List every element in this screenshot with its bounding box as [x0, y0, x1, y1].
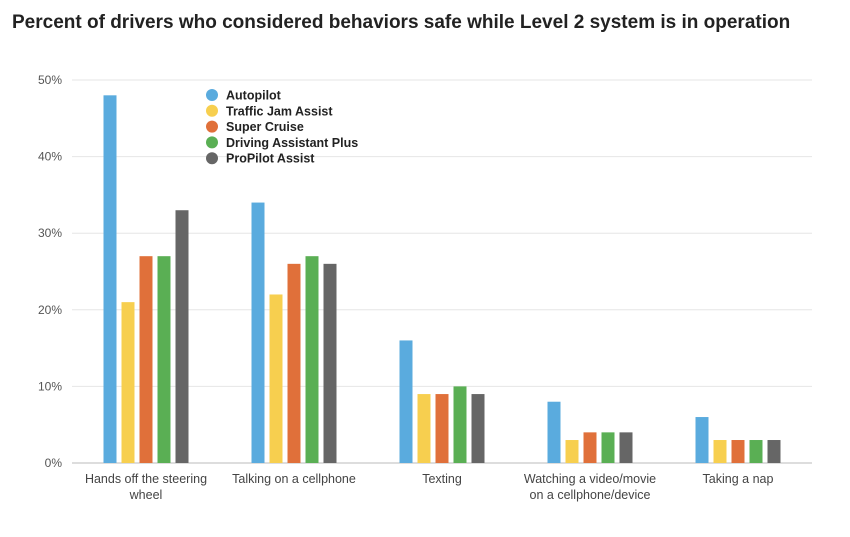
- chart-title: Percent of drivers who considered behavi…: [12, 12, 791, 33]
- bar-propilot-assist: [767, 440, 781, 463]
- y-tick-label: 0%: [45, 456, 63, 470]
- bar-super-cruise: [583, 432, 597, 463]
- bar-super-cruise: [731, 440, 745, 463]
- bar-super-cruise: [435, 394, 449, 463]
- y-tick-label: 40%: [38, 150, 62, 164]
- bar-propilot-assist: [619, 432, 633, 463]
- x-category-label: Taking a nap: [703, 472, 774, 486]
- x-category-label: Watching a video/movie: [524, 472, 656, 486]
- legend-marker: [206, 152, 218, 165]
- x-category-label: Talking on a cellphone: [232, 472, 356, 486]
- bar-traffic-jam-assist: [713, 440, 727, 463]
- bar-traffic-jam-assist: [121, 302, 135, 463]
- legend-marker: [206, 104, 218, 117]
- y-tick-label: 50%: [38, 73, 62, 87]
- bar-autopilot: [399, 340, 413, 463]
- bar-driving-assistant-plus: [453, 386, 467, 463]
- bar-traffic-jam-assist: [269, 294, 283, 463]
- bar-super-cruise: [287, 263, 301, 463]
- legend-label: Driving Assistant Plus: [226, 136, 358, 150]
- y-tick-label: 20%: [38, 303, 62, 317]
- bar-propilot-assist: [175, 210, 189, 463]
- y-tick-label: 30%: [38, 226, 62, 240]
- x-axis: Hands off the steering wheel Talking on a …: [85, 472, 774, 502]
- x-category-label: wheel: [129, 488, 163, 502]
- bar-autopilot: [251, 202, 265, 463]
- bar-driving-assistant-plus: [157, 256, 171, 463]
- legend-marker: [206, 89, 218, 101]
- legend-marker: [206, 120, 218, 133]
- legend-label: Autopilot: [226, 89, 282, 103]
- bar-driving-assistant-plus: [601, 432, 615, 463]
- legend-marker: [206, 136, 218, 149]
- legend-label: ProPilot Assist: [226, 152, 315, 166]
- bar-autopilot: [103, 95, 117, 463]
- x-category-label: Texting: [422, 472, 462, 486]
- legend-label: Super Cruise: [226, 120, 304, 134]
- legend-label: Traffic Jam Assist: [226, 104, 333, 118]
- y-tick-label: 10%: [38, 379, 62, 393]
- bar-super-cruise: [139, 256, 153, 463]
- bar-autopilot: [547, 401, 561, 463]
- bar-propilot-assist: [323, 263, 337, 463]
- y-axis: 0% 10% 20% 30% 40% 50%: [38, 73, 62, 470]
- bars: [103, 95, 781, 463]
- bar-traffic-jam-assist: [565, 440, 579, 463]
- bar-traffic-jam-assist: [417, 394, 431, 463]
- x-category-label: on a cellphone/device: [530, 488, 651, 502]
- bar-driving-assistant-plus: [749, 440, 763, 463]
- bar-propilot-assist: [471, 394, 485, 463]
- x-category-label: Hands off the steering: [85, 472, 207, 486]
- bar-driving-assistant-plus: [305, 256, 319, 463]
- bar-autopilot: [695, 417, 709, 463]
